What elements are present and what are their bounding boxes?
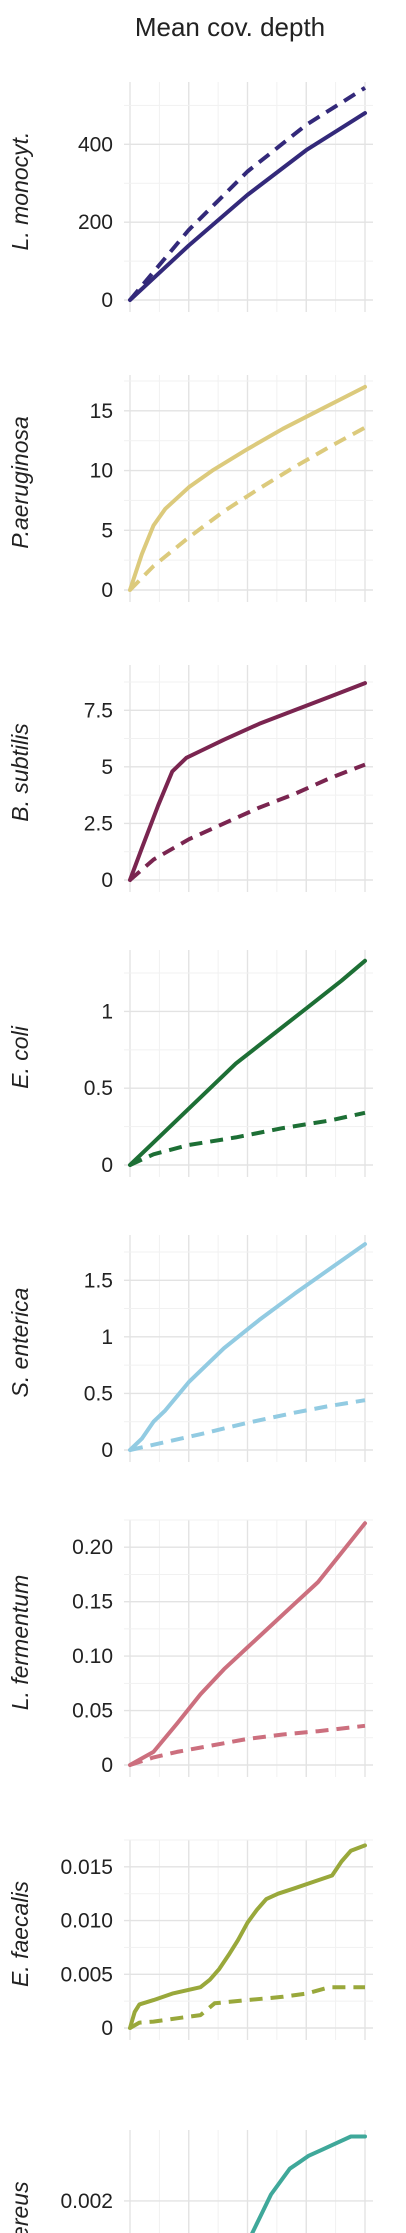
series-line-solid	[128, 1242, 367, 1452]
series-line-dashed	[129, 1110, 366, 1167]
y-tick-label: 0	[101, 1754, 113, 1777]
y-tick-label: 0.005	[60, 1963, 113, 1986]
y-axis-label: L. monocyt.	[7, 132, 33, 251]
y-tick-label: 10	[90, 460, 113, 483]
y-tick-label: 5	[101, 756, 113, 779]
y-tick-label: 15	[90, 400, 113, 423]
series-line-solid	[128, 1843, 367, 2030]
y-tick-label: 0.5	[84, 1382, 113, 1405]
series-line-dashed	[129, 1723, 366, 1767]
panel-3: 0 0.5 1 E. coli	[7, 950, 373, 1177]
y-tick-label: 200	[78, 211, 113, 234]
series-line-solid	[128, 1521, 367, 1767]
series-line-solid	[250, 2134, 367, 2233]
panel-4: 0 0.5 1 1.5 S. enterica	[7, 1235, 373, 1462]
figure-title: Mean cov. depth	[135, 12, 325, 42]
y-tick-label: 0.5	[84, 1077, 113, 1100]
series-line-solid	[128, 111, 367, 302]
series-line-dashed	[129, 1985, 365, 2030]
y-axis-label: P.aeruginosa	[7, 416, 33, 549]
y-axis-label: B. cereus	[7, 2181, 33, 2233]
y-tick-label: 0	[101, 579, 113, 602]
y-tick-label: 5	[101, 519, 113, 542]
panel-6: 0 0.005 0.010 0.015 E. faecalis	[7, 1839, 373, 2040]
y-axis-label: L. fermentum	[7, 1575, 33, 1711]
panel-7: 0.002 B. cereus	[7, 2130, 373, 2233]
series-line-dashed	[128, 425, 366, 592]
y-tick-label: 0	[101, 2017, 113, 2040]
series-line-dashed	[128, 762, 366, 882]
y-tick-label: 0.05	[72, 1700, 113, 1723]
y-axis-label: B. subtilis	[7, 723, 33, 822]
series-line-solid	[128, 384, 367, 592]
y-tick-label: 0	[101, 1439, 113, 1462]
y-tick-label: 0.015	[60, 1856, 113, 1879]
y-tick-label: 1	[101, 1000, 113, 1023]
series-line-dashed	[128, 86, 367, 302]
y-axis-label: E. coli	[7, 1025, 33, 1089]
y-tick-label: 0.010	[60, 1910, 113, 1933]
y-tick-label: 400	[78, 133, 113, 156]
series-line-solid	[128, 681, 367, 882]
y-tick-label: 1	[101, 1326, 113, 1349]
y-tick-label: 0.002	[60, 2190, 113, 2213]
y-axis-label: E. faecalis	[7, 1880, 33, 1987]
y-tick-label: 7.5	[84, 699, 113, 722]
y-tick-label: 0.15	[72, 1591, 113, 1614]
y-tick-label: 0	[101, 289, 113, 312]
y-tick-label: 0.10	[72, 1645, 113, 1668]
panel-1: 0 5 10 15 P.aeruginosa	[7, 375, 373, 602]
panel-5: 0 0.05 0.10 0.15 0.20 L. fermentum	[7, 1519, 373, 1777]
panel-2: 0 2.5 5 7.5 B. subtilis	[7, 665, 373, 892]
panel-0: 0 200 400 L. monocyt.	[7, 82, 373, 312]
series-line-solid	[128, 958, 367, 1167]
y-tick-label: 2.5	[84, 812, 113, 835]
y-axis-label: S. enterica	[7, 1288, 33, 1398]
y-tick-label: 0.20	[72, 1536, 113, 1559]
y-tick-label: 0	[101, 869, 113, 892]
y-tick-label: 0	[101, 1154, 113, 1177]
y-tick-label: 1.5	[84, 1269, 113, 1292]
